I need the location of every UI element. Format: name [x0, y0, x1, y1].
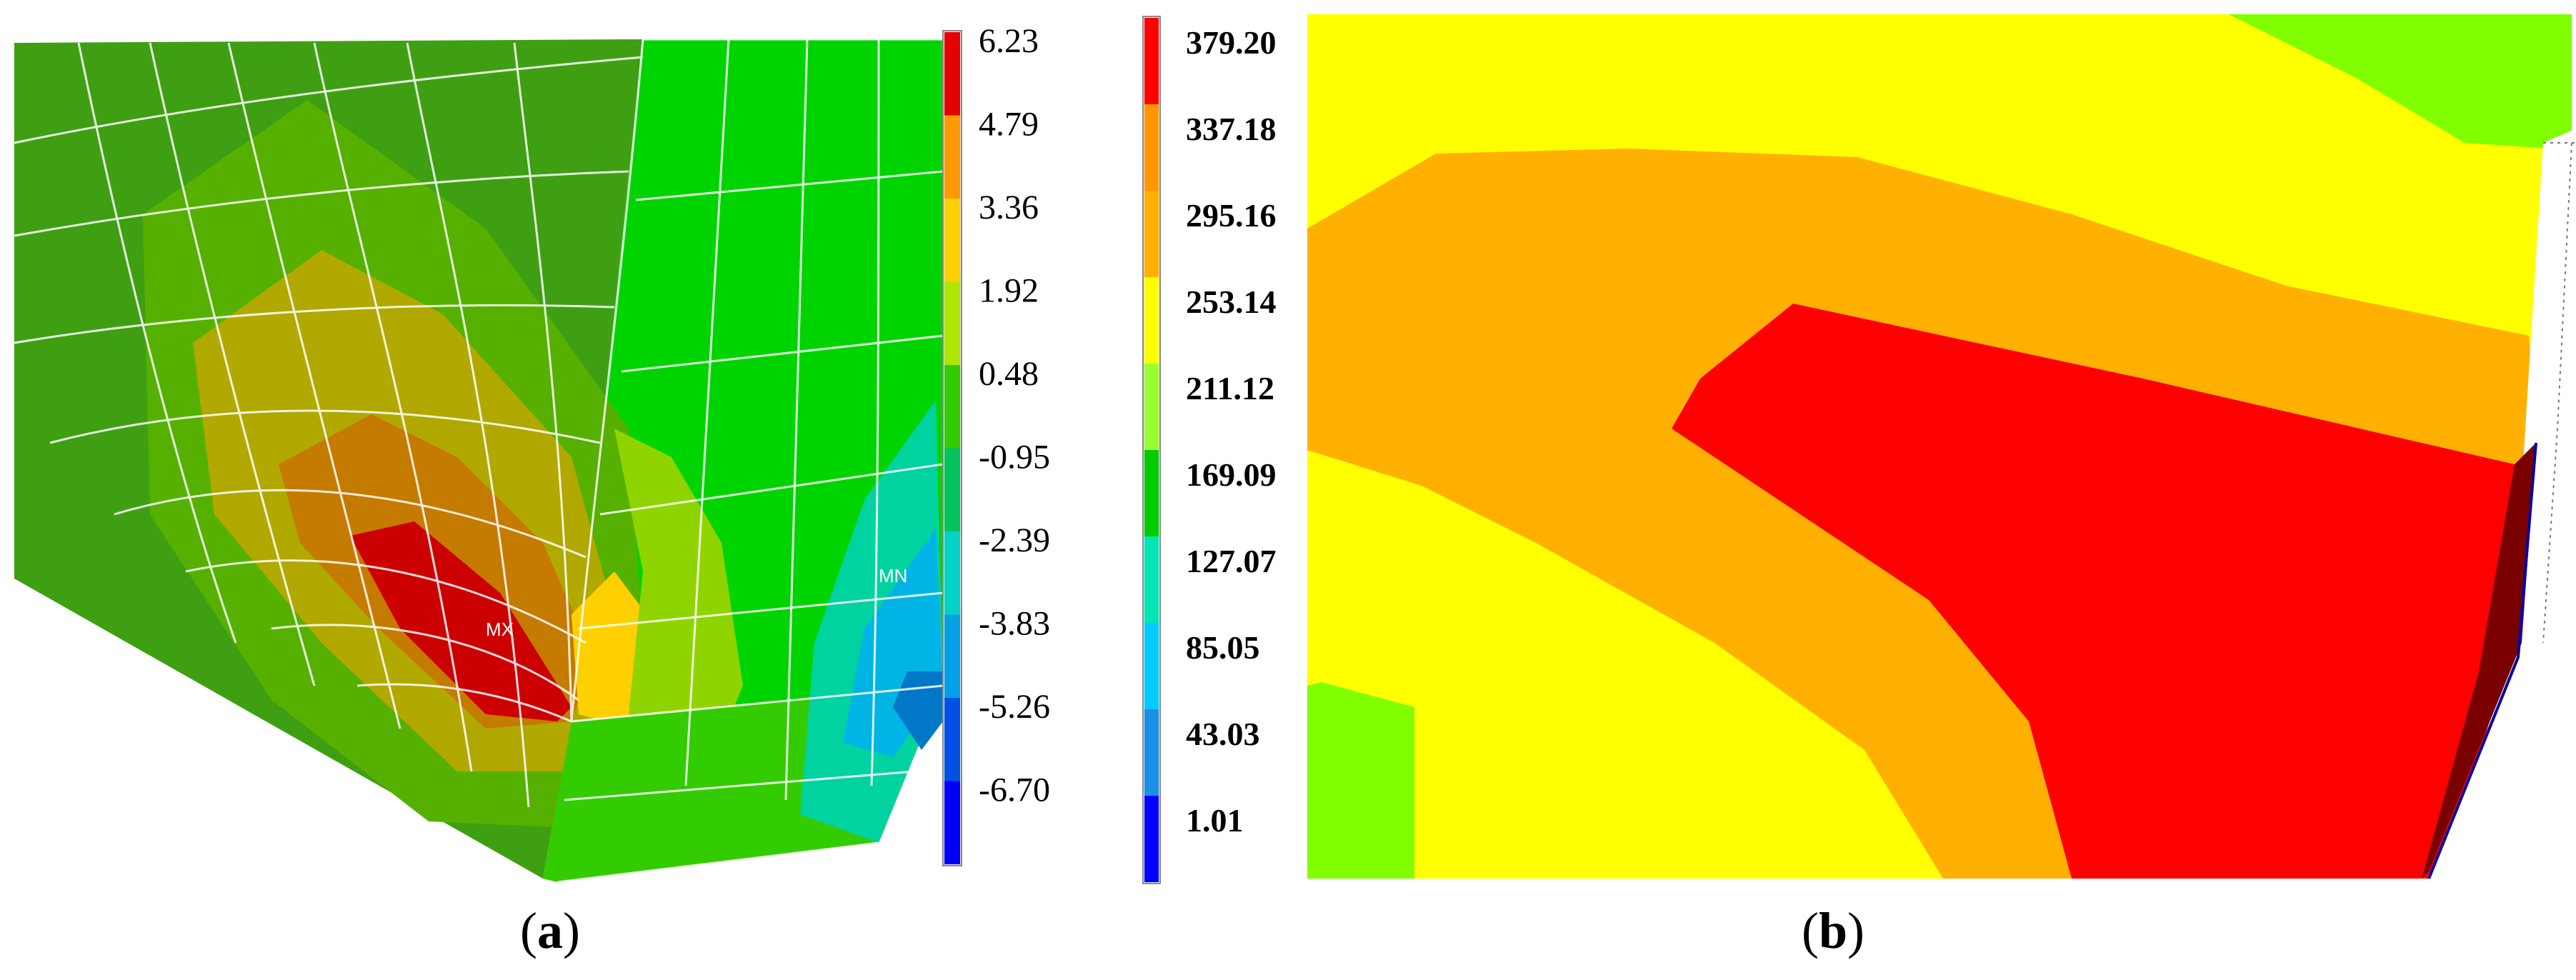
legend-swatch — [1144, 277, 1159, 364]
legend-label: 337.18 — [1186, 111, 1277, 147]
legend-label: -2.39 — [979, 521, 1050, 559]
legend-label: 6.23 — [979, 22, 1039, 60]
contour-band-blue — [893, 671, 943, 750]
legend-swatch — [1144, 709, 1159, 796]
legend-label: 295.16 — [1186, 197, 1277, 234]
legend-swatch — [944, 531, 960, 615]
legend-swatch — [944, 614, 960, 698]
min-marker-label: MN — [879, 565, 907, 586]
max-marker-label: MX — [486, 619, 514, 640]
boundary-cutout — [2386, 129, 2576, 980]
legend-label: 169.09 — [1186, 456, 1277, 493]
legend-label: 1.92 — [979, 272, 1039, 310]
legend-swatch — [944, 281, 960, 365]
region-red-core — [1672, 304, 2515, 879]
legend-swatch — [1144, 191, 1159, 277]
panel-b-caption-open: ( — [1802, 902, 1819, 959]
legend-swatch — [944, 781, 960, 864]
mesh-grid-lines — [14, 38, 944, 884]
legend-label: -5.26 — [979, 688, 1050, 726]
legend-swatch — [944, 199, 960, 282]
legend-label: -3.83 — [979, 605, 1050, 643]
panel-a-caption-close: ) — [562, 902, 580, 959]
panel-a-mesh-contour: MX MN — [14, 38, 944, 884]
panel-b-caption-letter: b — [1818, 902, 1848, 959]
panel-a-caption-letter: a — [536, 902, 563, 959]
legend-label: 127.07 — [1186, 543, 1277, 579]
boundary-edge-line — [2427, 442, 2537, 879]
boundary-edge-dark — [2422, 443, 2536, 879]
legend-label: 4.79 — [979, 106, 1039, 144]
legend-swatch — [1144, 104, 1159, 191]
legend-label: 379.20 — [1186, 24, 1277, 61]
legend-label: 253.14 — [1186, 284, 1277, 320]
panel-b-caption: (b) — [1802, 901, 1864, 961]
legend-swatch — [944, 365, 960, 449]
region-lime-top-right — [2229, 14, 2572, 150]
legend-label: 211.12 — [1186, 370, 1274, 406]
panel-b-legend: 379.20 337.18 295.16 253.14 211.12 169.09 127.… — [1142, 16, 1277, 884]
legend-swatch — [944, 698, 960, 781]
legend-swatch — [944, 32, 960, 116]
legend-swatch — [1144, 18, 1159, 104]
legend-swatch — [1144, 796, 1159, 882]
legend-swatch — [1144, 450, 1159, 536]
legend-label: -0.95 — [979, 439, 1050, 476]
legend-label: 43.03 — [1186, 716, 1260, 752]
panel-b-caption-close: ) — [1847, 902, 1865, 959]
panel-a-caption: (a) — [520, 901, 580, 961]
legend-swatch — [1144, 536, 1159, 623]
region-lime-bottom-left — [1307, 682, 1414, 879]
panel-a-legend: 6.23 4.79 3.36 1.92 0.48 -0.95 -2.39 -3.83 -5.26… — [942, 22, 1050, 866]
panel-a-caption-open: ( — [520, 902, 537, 959]
boundary-dotted — [2542, 142, 2576, 644]
legend-label: 0.48 — [979, 355, 1039, 393]
legend-swatch — [944, 115, 960, 199]
legend-label: 85.05 — [1186, 629, 1260, 666]
legend-swatch — [1144, 364, 1159, 450]
panel-b-stress-contour — [1307, 14, 2576, 980]
legend-swatch — [1144, 623, 1159, 709]
legend-label: 1.01 — [1186, 802, 1244, 839]
legend-label: -6.70 — [979, 771, 1050, 809]
legend-label: 3.36 — [979, 189, 1039, 226]
legend-swatch — [944, 448, 960, 531]
